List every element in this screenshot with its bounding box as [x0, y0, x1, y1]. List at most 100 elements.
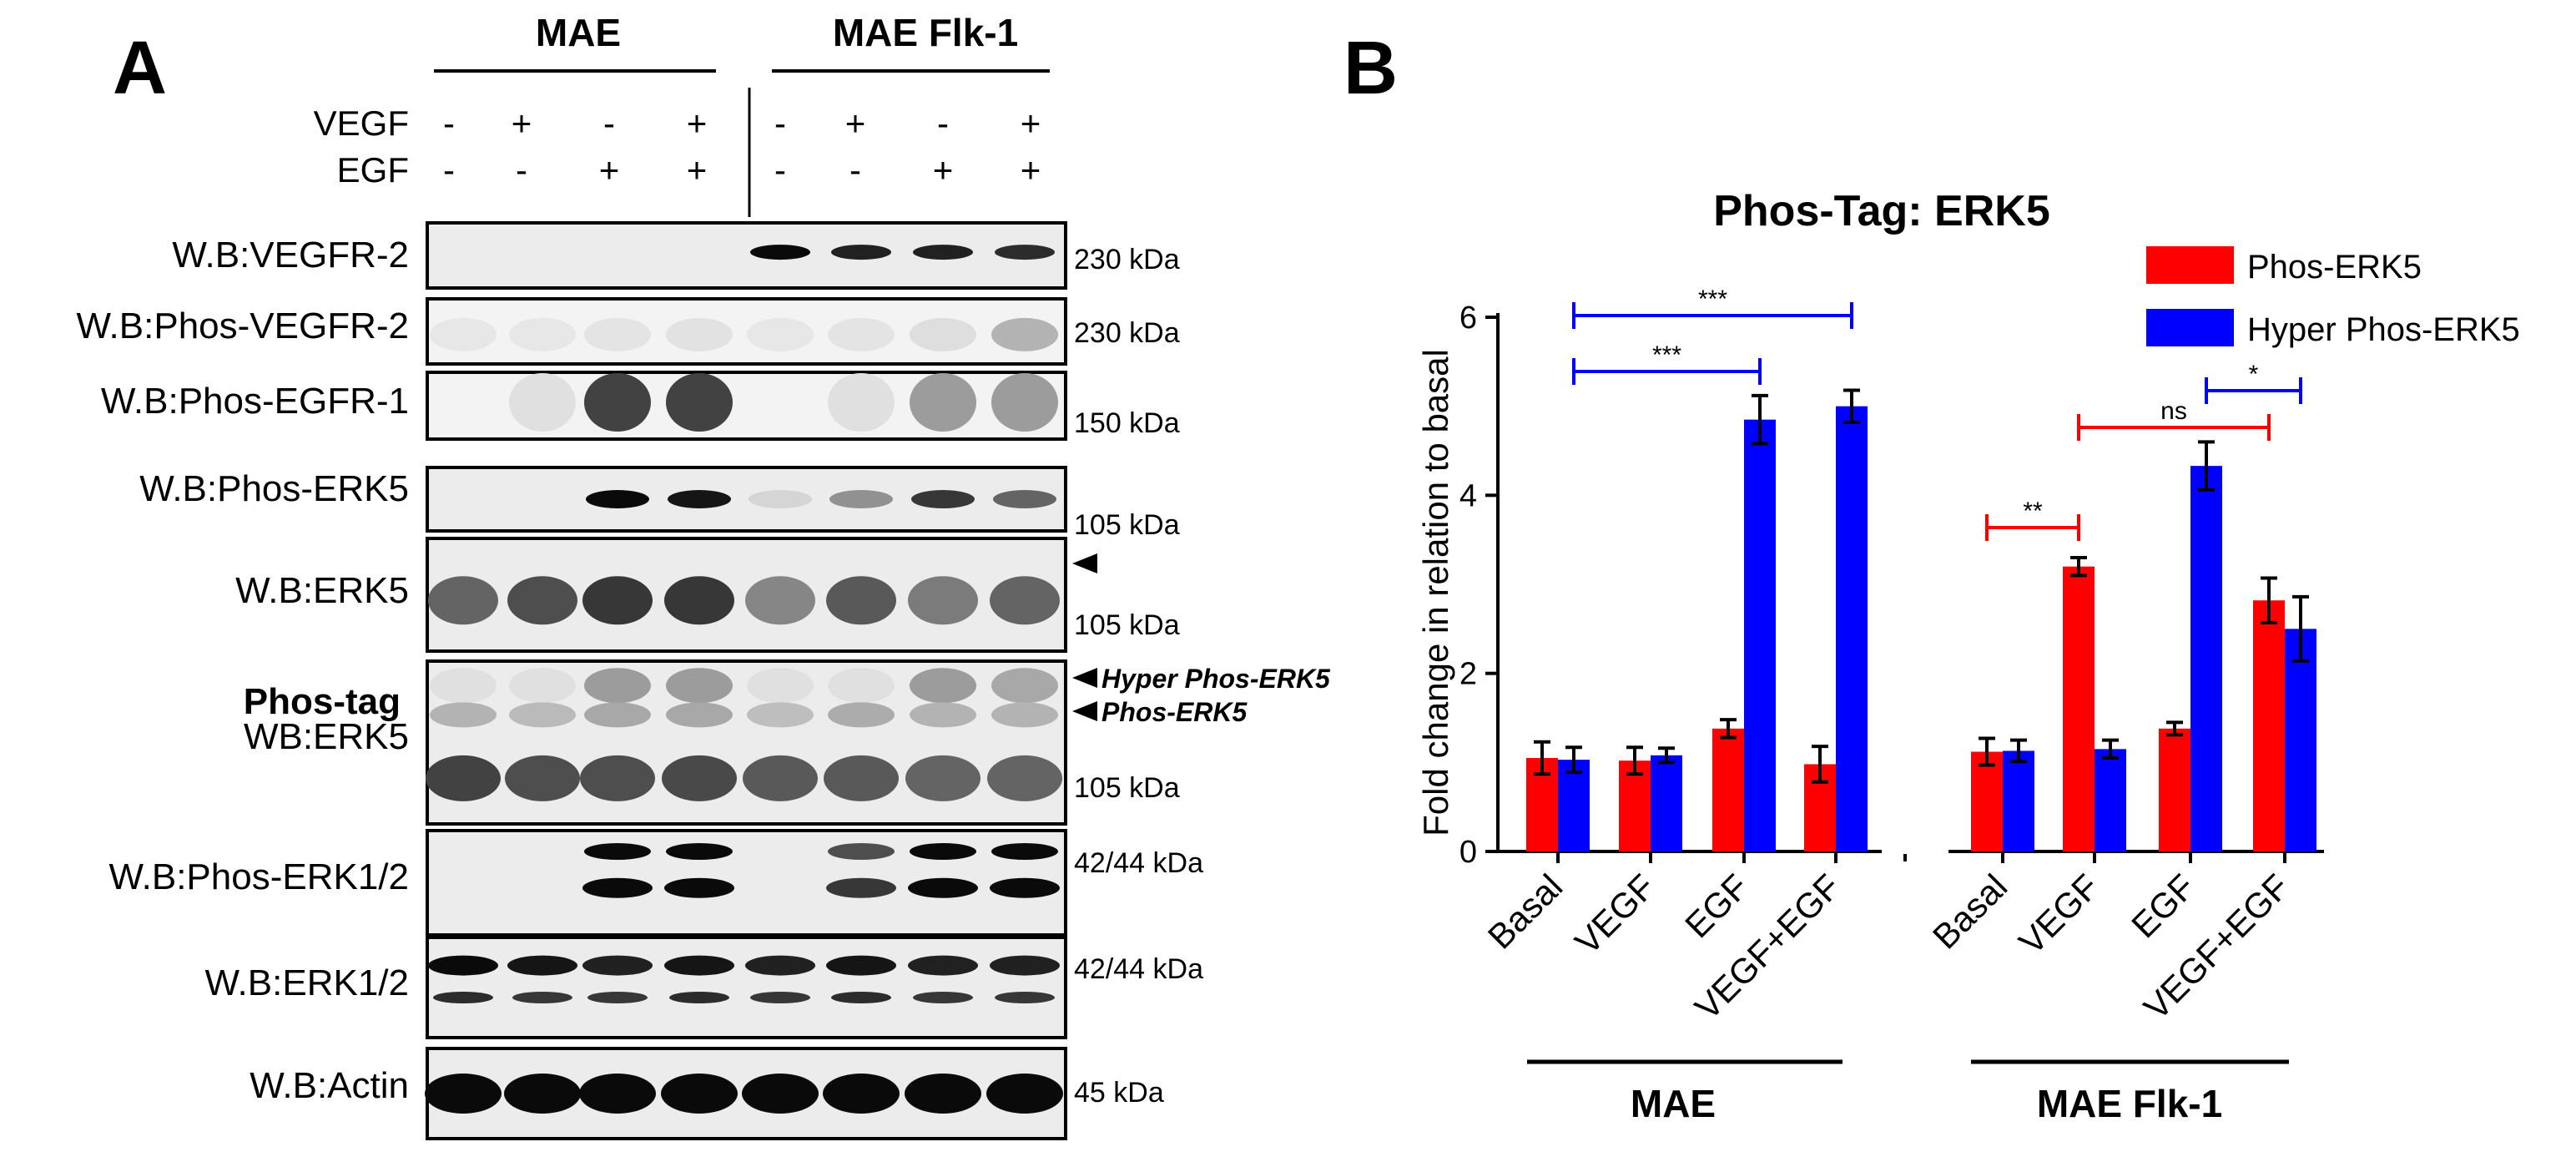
bar-hyper-phos-erk5: [2003, 750, 2034, 851]
blot-band: [745, 955, 815, 976]
x-tick-label: EGF: [1677, 866, 1756, 945]
blot-label: W.B:Phos-VEGFR-2: [76, 306, 409, 346]
blot-band: [509, 668, 576, 704]
significance-label: ***: [1652, 341, 1681, 369]
blot-band: [828, 843, 895, 860]
x-tick-label: EGF: [2124, 866, 2202, 945]
blot-band: [991, 317, 1058, 351]
blot-band: [584, 373, 651, 432]
blot-label: W.B:Phos-ERK5: [139, 468, 409, 509]
bar-phos-erk5: [1619, 760, 1651, 851]
treatment-sign: +: [1021, 150, 1041, 189]
blot-band: [509, 317, 576, 351]
treatment-sign: -: [774, 104, 786, 143]
blot-band: [910, 668, 976, 704]
blot-band: [991, 843, 1058, 860]
kda-marker: 230 kDa: [1074, 244, 1180, 275]
bar-hyper-phos-erk5: [2285, 629, 2316, 851]
treatment-sign: -: [937, 104, 949, 143]
blot-band: [995, 992, 1055, 1003]
blot-band: [826, 877, 896, 898]
kda-marker: 45 kDa: [1074, 1077, 1164, 1109]
blot-band: [913, 992, 973, 1003]
blot-band: [666, 317, 733, 351]
blot-band: [991, 702, 1058, 728]
blot-band: [911, 490, 975, 508]
blot-frame: [426, 936, 1067, 1039]
treatment-sign: +: [845, 104, 866, 143]
blot-label: W.B:Phos-EGFR-1: [101, 381, 409, 422]
blot-band: [750, 245, 810, 260]
treatment-sign: +: [599, 150, 620, 189]
blot-label: WB:ERK5: [244, 716, 409, 757]
phos-arrow-icon: [1072, 701, 1097, 721]
blot-band: [582, 955, 653, 976]
panel-b-letter: B: [1343, 27, 1398, 110]
bar-phos-erk5: [2253, 600, 2285, 851]
significance-label: ***: [1698, 285, 1727, 313]
treatment-sign: +: [687, 150, 708, 189]
treatment-sign: -: [443, 104, 455, 143]
y-tick-label: 6: [1459, 301, 1477, 336]
treatment-sign: -: [603, 104, 615, 143]
blot-band: [426, 755, 501, 801]
legend-swatch-phos-erk5: [2146, 246, 2234, 284]
bar-phos-erk5: [1712, 728, 1744, 851]
blot-band: [828, 702, 895, 728]
blot-band: [828, 317, 895, 351]
blot-band: [664, 955, 734, 976]
bar-hyper-phos-erk5: [2095, 749, 2126, 851]
x-tick-label: VEGF: [1567, 866, 1662, 962]
y-tick-label: 4: [1459, 478, 1477, 513]
blot-band: [991, 668, 1058, 704]
blot-band: [664, 576, 734, 625]
blot-band: [991, 373, 1058, 432]
blot-band: [507, 955, 577, 976]
bar-hyper-phos-erk5: [2190, 466, 2222, 851]
blot-band: [747, 317, 814, 351]
blot-band: [433, 992, 493, 1003]
blot-band: [829, 490, 893, 508]
legend-label-phos-erk5: Phos-ERK5: [2247, 249, 2422, 285]
blot-band: [987, 755, 1062, 801]
panel-a-letter: A: [113, 27, 167, 110]
blot-band: [828, 373, 895, 432]
blot-band: [666, 702, 733, 728]
blot-band: [666, 668, 733, 704]
blot-band: [425, 1074, 502, 1114]
blot-band: [908, 576, 978, 625]
kda-marker: 105 kDa: [1074, 509, 1180, 541]
kda-marker: 105 kDa: [1074, 609, 1180, 641]
group-label-mae: MAE: [536, 11, 621, 54]
blot-band: [993, 490, 1056, 508]
significance-label: *: [2249, 361, 2259, 388]
blot-band: [742, 1074, 819, 1114]
blot-band: [580, 755, 655, 801]
blot-band: [664, 877, 734, 898]
blot-label: W.B:ERK1/2: [204, 962, 409, 1003]
blot-label: W.B:Actin: [250, 1065, 409, 1106]
blot-band: [584, 668, 651, 704]
treatment-sign: +: [1021, 104, 1041, 143]
blot-label-phos-tag: Phos-tag: [244, 681, 401, 722]
blot-band: [582, 576, 653, 625]
y-tick-label: 0: [1459, 835, 1477, 870]
blot-band: [584, 702, 651, 728]
blot-band: [430, 317, 497, 351]
bar-phos-erk5: [2159, 728, 2190, 851]
blot-band: [745, 576, 815, 625]
blot-band: [584, 317, 651, 351]
treatment-sign: -: [516, 150, 527, 189]
blot-band: [505, 755, 580, 801]
treatment-sign: +: [687, 104, 708, 143]
blot-band: [826, 576, 896, 625]
blot-band: [905, 755, 980, 801]
blot-band: [579, 1074, 656, 1114]
treatment-rows: VEGF - + - + - + - +EGF - - + + - - + +: [314, 104, 1041, 189]
blot-band: [504, 1074, 581, 1114]
blot-band: [910, 317, 976, 351]
bar-hyper-phos-erk5: [1651, 755, 1682, 851]
significance-label: **: [2023, 498, 2043, 525]
